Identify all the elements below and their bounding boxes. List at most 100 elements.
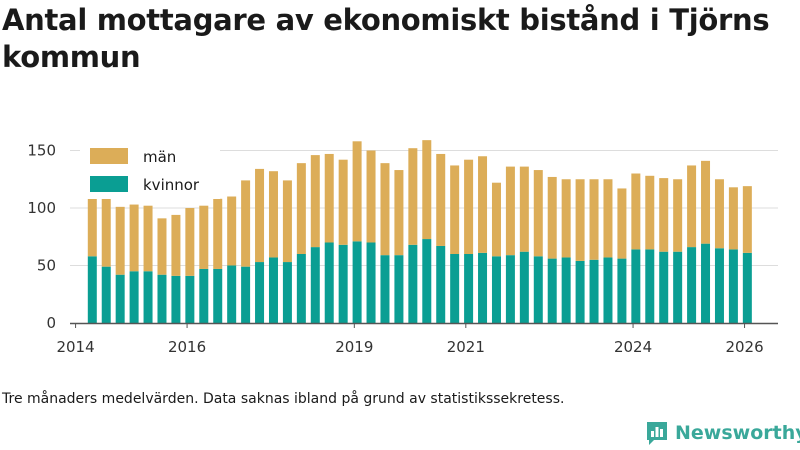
x-tick-label-2026: 2026 — [725, 338, 763, 356]
bar-man-6 — [171, 214, 181, 276]
bar-man-35 — [575, 179, 585, 261]
legend-swatch-man — [90, 148, 128, 164]
bar-man-20 — [366, 150, 376, 243]
bar-kvinnor-9 — [213, 268, 223, 323]
y-tick-label-100: 100 — [27, 199, 56, 217]
bar-man-32 — [533, 170, 543, 257]
bar-kvinnor-12 — [255, 262, 265, 323]
bar-man-39 — [631, 173, 641, 250]
bar-kvinnor-43 — [687, 247, 697, 323]
bar-man-17 — [324, 153, 334, 243]
bar-man-26 — [450, 165, 460, 254]
bar-kvinnor-11 — [241, 266, 251, 323]
bar-man-44 — [701, 160, 711, 244]
bar-kvinnor-34 — [561, 257, 571, 323]
bar-man-0 — [87, 193, 97, 257]
bar-man-5 — [157, 218, 167, 275]
bar-kvinnor-30 — [505, 255, 515, 323]
bar-kvinnor-41 — [659, 251, 669, 323]
bar-man-9 — [213, 198, 223, 269]
bar-kvinnor-35 — [575, 260, 585, 323]
bar-man-34 — [561, 179, 571, 258]
bar-kvinnor-26 — [450, 254, 460, 323]
bar-man-36 — [589, 179, 599, 260]
bar-man-10 — [227, 196, 237, 266]
bar-kvinnor-13 — [268, 257, 278, 323]
bar-man-1 — [101, 193, 111, 267]
x-tick-label-2024: 2024 — [614, 338, 652, 356]
axes: 0 50 100 150 2014 2016 2019 2021 2024 2026 — [27, 142, 778, 356]
bar-man-29 — [491, 182, 501, 257]
bar-kvinnor-1 — [101, 266, 111, 323]
bar-kvinnor-19 — [352, 241, 362, 323]
bar-man-30 — [505, 166, 515, 256]
bar-kvinnor-36 — [589, 259, 599, 323]
bar-kvinnor-33 — [547, 258, 557, 323]
bar-man-14 — [282, 180, 292, 263]
bar-kvinnor-16 — [310, 247, 320, 323]
bar-man-31 — [519, 166, 529, 252]
bar-kvinnor-17 — [324, 242, 334, 323]
footnote: Tre månaders medelvärden. Data saknas ib… — [2, 391, 565, 407]
bar-man-45 — [714, 179, 724, 249]
legend-swatch-kvinnor — [90, 176, 128, 192]
bar-kvinnor-32 — [533, 256, 543, 323]
bars — [87, 140, 752, 323]
bar-kvinnor-44 — [701, 243, 711, 323]
bar-kvinnor-18 — [338, 244, 348, 323]
bar-kvinnor-37 — [603, 257, 613, 323]
chart-title: Antal mottagare av ekonomiskt bistånd i … — [2, 3, 770, 74]
bar-man-15 — [296, 163, 306, 254]
bar-kvinnor-3 — [129, 271, 139, 323]
x-tick-label-2016: 2016 — [168, 338, 206, 356]
bar-kvinnor-15 — [296, 254, 306, 323]
bar-kvinnor-22 — [394, 255, 404, 323]
bar-chart-logo-icon — [647, 422, 667, 445]
bar-kvinnor-20 — [366, 242, 376, 323]
bar-kvinnor-14 — [282, 262, 292, 323]
bar-man-27 — [464, 159, 474, 254]
bar-kvinnor-6 — [171, 275, 181, 323]
bar-man-25 — [436, 153, 446, 246]
bar-man-40 — [645, 175, 655, 250]
bar-kvinnor-8 — [199, 268, 209, 323]
bar-man-8 — [199, 205, 209, 269]
bar-kvinnor-42 — [673, 251, 683, 323]
bar-man-28 — [478, 156, 488, 253]
bar-man-38 — [617, 188, 627, 259]
bar-man-16 — [310, 155, 320, 248]
bar-kvinnor-40 — [645, 249, 655, 323]
bar-man-7 — [185, 208, 195, 276]
bar-kvinnor-4 — [143, 271, 153, 323]
x-tick-label-2019: 2019 — [335, 338, 373, 356]
bar-kvinnor-21 — [380, 255, 390, 323]
bar-man-21 — [380, 163, 390, 256]
bar-man-43 — [687, 165, 697, 248]
bar-kvinnor-38 — [617, 258, 627, 323]
bar-man-41 — [659, 178, 669, 252]
y-tick-label-50: 50 — [37, 257, 56, 275]
bar-kvinnor-27 — [464, 254, 474, 323]
bar-man-23 — [408, 148, 418, 245]
bar-kvinnor-7 — [185, 275, 195, 323]
bar-kvinnor-45 — [714, 248, 724, 323]
y-tick-label-150: 150 — [27, 142, 56, 160]
bar-man-33 — [547, 176, 557, 259]
bar-kvinnor-31 — [519, 251, 529, 323]
bar-kvinnor-28 — [478, 252, 488, 323]
bar-kvinnor-29 — [491, 256, 501, 323]
x-tick-label-2021: 2021 — [447, 338, 485, 356]
bar-kvinnor-25 — [436, 245, 446, 323]
bar-man-24 — [422, 140, 432, 240]
bar-man-37 — [603, 179, 613, 258]
bar-man-4 — [143, 205, 153, 272]
bar-kvinnor-5 — [157, 274, 167, 323]
bar-man-19 — [352, 141, 362, 242]
bar-kvinnor-47 — [742, 252, 752, 323]
legend: män kvinnor — [80, 139, 220, 199]
bar-kvinnor-2 — [115, 274, 125, 323]
bar-kvinnor-10 — [227, 265, 237, 323]
y-tick-label-0: 0 — [46, 314, 56, 332]
bar-man-13 — [268, 171, 278, 258]
